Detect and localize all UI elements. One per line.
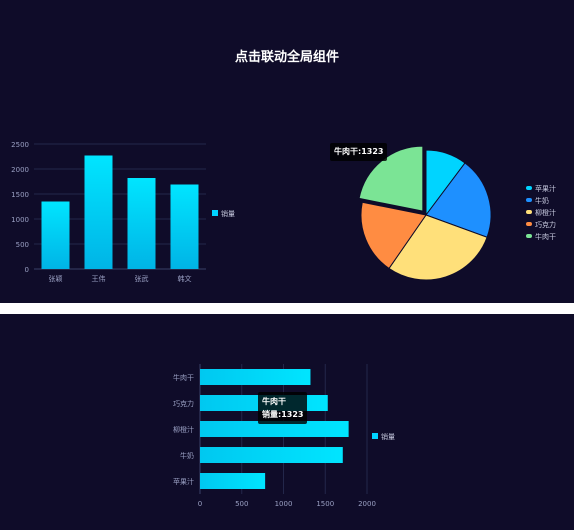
panel-divider <box>0 303 574 314</box>
bar[interactable] <box>170 184 199 270</box>
bar[interactable] <box>200 369 311 385</box>
pie-tooltip-value: 1323 <box>361 147 384 156</box>
vertical-bar-chart: 0 500 1000 1500 2000 2500 张颖 王伟 张武 韩文 销量 <box>11 141 235 283</box>
hbar-tooltip-value: 1323 <box>281 410 304 419</box>
bar[interactable] <box>200 473 266 489</box>
pie-slice[interactable] <box>360 201 427 270</box>
bar[interactable] <box>127 178 156 269</box>
legend-swatch <box>212 210 218 216</box>
bar[interactable] <box>200 447 343 463</box>
pie-tooltip: 牛肉干:1323 <box>330 143 388 161</box>
x-tick-label: 500 <box>235 500 248 508</box>
x-tick-label: 0 <box>198 500 202 508</box>
x-tick-label: 韩文 <box>178 274 192 283</box>
bottom-panel: 0 500 1000 1500 2000 苹果汁 牛奶 柳橙汁 巧克力 牛肉干销量 牛肉干 销量:… <box>0 314 574 530</box>
x-tick-label: 1500 <box>316 500 334 508</box>
y-tick-label: 2000 <box>11 166 29 174</box>
hbar-tooltip-series: 销量 <box>262 410 278 419</box>
x-tick-label: 1000 <box>275 500 293 508</box>
y-tick-label: 1000 <box>11 216 29 224</box>
legend-label: 牛肉干 <box>535 232 556 241</box>
legend-label: 销量 <box>381 432 395 441</box>
legend-label: 巧克力 <box>535 220 556 229</box>
x-tick-label: 张武 <box>135 274 149 283</box>
y-tick-label: 牛肉干 <box>173 373 194 382</box>
y-tick-label: 苹果汁 <box>173 477 194 486</box>
legend-label: 苹果汁 <box>535 184 556 193</box>
y-tick-label: 1500 <box>11 191 29 199</box>
bar[interactable] <box>84 155 113 270</box>
x-tick-label: 2000 <box>358 500 376 508</box>
legend-swatch <box>526 234 532 238</box>
legend-swatch <box>526 186 532 190</box>
legend-swatch <box>526 222 532 226</box>
y-tick-label: 巧克力 <box>173 399 194 408</box>
y-tick-label: 柳橙汁 <box>173 425 194 434</box>
bar[interactable] <box>41 201 70 270</box>
page-title: 点击联动全局组件 <box>234 50 339 65</box>
x-tick-label: 王伟 <box>92 274 106 283</box>
y-tick-label: 2500 <box>11 141 29 149</box>
x-tick-label: 张颖 <box>49 274 63 283</box>
legend-swatch <box>526 198 532 202</box>
legend-label: 销量 <box>221 209 235 218</box>
hbar-tooltip-title: 牛肉干 <box>262 397 286 406</box>
legend-label: 牛奶 <box>535 196 549 205</box>
hbar-tooltip: 牛肉干 销量:1323 <box>258 392 308 424</box>
bar[interactable] <box>200 421 349 437</box>
pie-tooltip-label: 牛肉干 <box>334 147 358 156</box>
pie-slice[interactable] <box>388 214 488 281</box>
legend-label: 柳橙汁 <box>535 208 556 217</box>
legend-swatch <box>526 210 532 214</box>
top-panel: 点击联动全局组件 0 500 1000 1500 2000 2500 张颖 王伟 张武 韩文 销量 … <box>0 50 574 295</box>
pie-slice[interactable] <box>425 162 492 238</box>
y-tick-label: 500 <box>16 241 29 249</box>
legend-swatch <box>372 433 378 439</box>
y-tick-label: 牛奶 <box>180 451 194 460</box>
y-tick-label: 0 <box>25 266 29 274</box>
